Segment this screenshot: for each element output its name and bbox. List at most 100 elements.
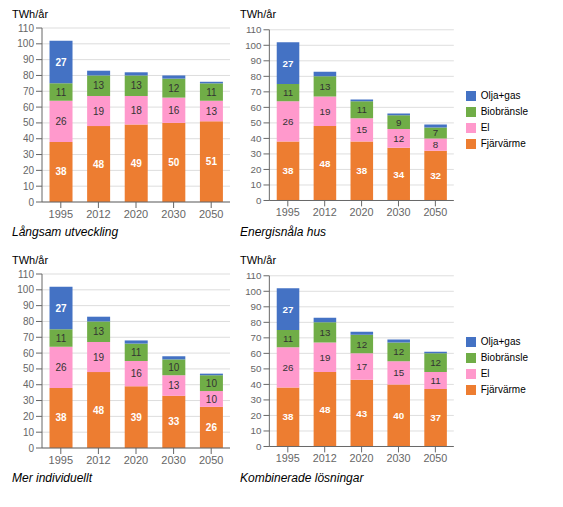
svg-text:100: 100 xyxy=(245,40,262,51)
svg-text:2030: 2030 xyxy=(386,452,410,464)
svg-text:13: 13 xyxy=(131,80,143,91)
svg-text:8: 8 xyxy=(433,139,439,150)
svg-text:26: 26 xyxy=(206,422,218,433)
svg-text:13: 13 xyxy=(319,327,330,338)
svg-text:2030: 2030 xyxy=(161,454,185,466)
svg-text:11: 11 xyxy=(131,347,142,358)
svg-text:10: 10 xyxy=(23,427,35,438)
svg-text:27: 27 xyxy=(55,303,67,314)
svg-text:20: 20 xyxy=(251,410,262,421)
svg-text:11: 11 xyxy=(206,87,217,98)
svg-text:60: 60 xyxy=(23,348,35,359)
svg-text:100: 100 xyxy=(17,38,34,49)
svg-text:10: 10 xyxy=(206,394,218,405)
svg-text:12: 12 xyxy=(430,357,441,368)
svg-text:49: 49 xyxy=(131,158,143,169)
svg-text:40: 40 xyxy=(23,379,35,390)
svg-text:100: 100 xyxy=(245,286,262,297)
svg-text:30: 30 xyxy=(251,148,262,159)
svg-text:60: 60 xyxy=(251,102,262,113)
svg-text:38: 38 xyxy=(55,412,67,423)
svg-text:2012: 2012 xyxy=(86,208,110,220)
svg-text:2020: 2020 xyxy=(124,208,148,220)
svg-text:13: 13 xyxy=(168,380,180,391)
svg-text:19: 19 xyxy=(319,106,330,117)
svg-text:19: 19 xyxy=(319,352,330,363)
svg-text:12: 12 xyxy=(393,346,404,357)
svg-text:30: 30 xyxy=(23,395,35,406)
svg-text:110: 110 xyxy=(246,270,262,281)
svg-text:40: 40 xyxy=(23,133,35,144)
svg-text:7: 7 xyxy=(433,127,438,138)
svg-text:50: 50 xyxy=(168,157,180,168)
svg-text:27: 27 xyxy=(283,58,294,69)
svg-text:0: 0 xyxy=(28,443,34,454)
svg-text:13: 13 xyxy=(206,106,218,117)
svg-text:15: 15 xyxy=(356,124,367,135)
svg-text:20: 20 xyxy=(251,164,262,175)
svg-text:30: 30 xyxy=(251,394,262,405)
svg-text:37: 37 xyxy=(430,412,441,423)
svg-text:2012: 2012 xyxy=(313,452,337,464)
svg-text:13: 13 xyxy=(93,326,105,337)
svg-text:10: 10 xyxy=(251,425,262,436)
svg-text:0: 0 xyxy=(256,441,262,452)
svg-text:1995: 1995 xyxy=(49,208,73,220)
svg-text:110: 110 xyxy=(18,23,34,34)
svg-text:90: 90 xyxy=(23,54,35,65)
svg-text:40: 40 xyxy=(251,133,262,144)
svg-text:90: 90 xyxy=(251,301,262,312)
svg-text:12: 12 xyxy=(356,339,367,350)
svg-text:26: 26 xyxy=(283,116,294,127)
svg-text:2050: 2050 xyxy=(423,206,447,218)
svg-text:11: 11 xyxy=(283,333,293,344)
svg-text:16: 16 xyxy=(168,105,180,116)
svg-text:2030: 2030 xyxy=(386,206,410,218)
svg-text:10: 10 xyxy=(168,362,180,373)
svg-text:26: 26 xyxy=(55,116,67,127)
svg-text:1995: 1995 xyxy=(276,452,300,464)
svg-text:51: 51 xyxy=(206,156,218,167)
svg-text:30: 30 xyxy=(23,149,35,160)
svg-text:2012: 2012 xyxy=(313,206,337,218)
svg-text:100: 100 xyxy=(17,284,34,295)
svg-text:2020: 2020 xyxy=(350,206,374,218)
svg-text:11: 11 xyxy=(56,333,67,344)
svg-text:1995: 1995 xyxy=(276,206,300,218)
svg-text:11: 11 xyxy=(283,87,293,98)
svg-text:11: 11 xyxy=(56,87,67,98)
svg-text:10: 10 xyxy=(206,378,218,389)
svg-text:2050: 2050 xyxy=(199,208,223,220)
svg-text:12: 12 xyxy=(393,133,404,144)
svg-text:0: 0 xyxy=(28,197,34,208)
svg-text:80: 80 xyxy=(251,317,262,328)
svg-text:39: 39 xyxy=(131,412,143,423)
svg-text:11: 11 xyxy=(357,104,367,115)
svg-text:19: 19 xyxy=(93,106,105,117)
svg-text:80: 80 xyxy=(251,71,262,82)
svg-text:110: 110 xyxy=(246,24,262,35)
svg-text:38: 38 xyxy=(356,165,367,176)
svg-text:60: 60 xyxy=(23,102,35,113)
svg-text:70: 70 xyxy=(251,332,262,343)
svg-text:34: 34 xyxy=(393,169,404,180)
svg-text:1995: 1995 xyxy=(49,454,73,466)
svg-text:38: 38 xyxy=(55,166,67,177)
svg-text:26: 26 xyxy=(283,362,294,373)
svg-text:20: 20 xyxy=(23,165,35,176)
svg-text:60: 60 xyxy=(251,348,262,359)
svg-text:70: 70 xyxy=(23,332,35,343)
svg-text:2012: 2012 xyxy=(86,454,110,466)
svg-text:10: 10 xyxy=(23,181,35,192)
svg-text:38: 38 xyxy=(283,411,294,422)
svg-text:2050: 2050 xyxy=(199,454,223,466)
svg-text:19: 19 xyxy=(93,352,105,363)
svg-text:15: 15 xyxy=(393,367,404,378)
svg-text:70: 70 xyxy=(23,86,35,97)
svg-text:38: 38 xyxy=(283,165,294,176)
svg-text:13: 13 xyxy=(93,80,105,91)
svg-text:110: 110 xyxy=(18,269,34,280)
svg-text:80: 80 xyxy=(23,70,35,81)
svg-text:90: 90 xyxy=(23,300,35,311)
svg-text:2020: 2020 xyxy=(350,452,374,464)
